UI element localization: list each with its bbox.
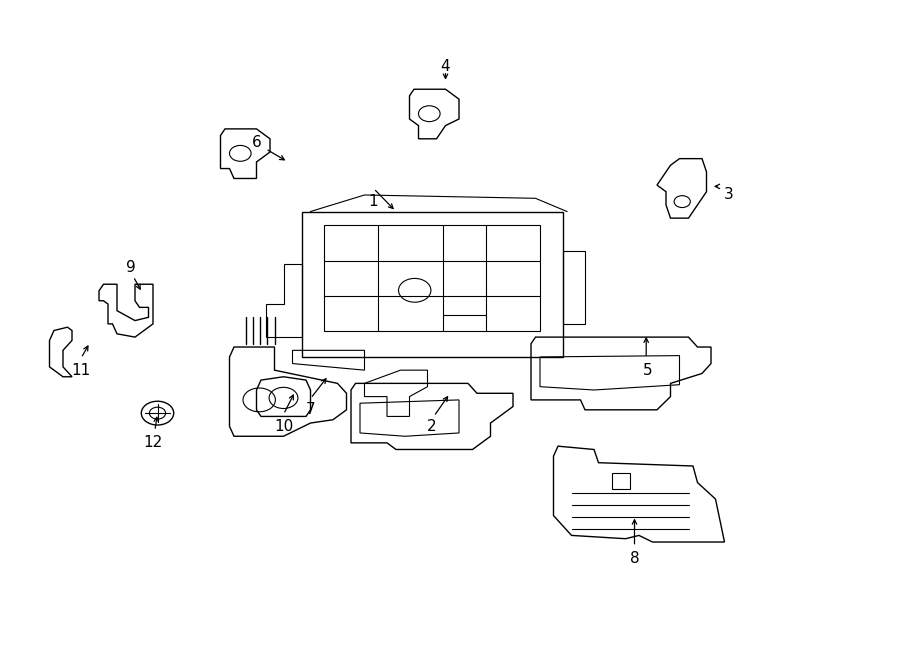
Text: 12: 12	[143, 436, 163, 450]
Text: 2: 2	[428, 419, 436, 434]
Text: 3: 3	[724, 188, 733, 202]
Text: 10: 10	[274, 419, 293, 434]
Text: 6: 6	[252, 135, 261, 149]
Text: 1: 1	[369, 194, 378, 209]
Text: 5: 5	[644, 363, 652, 377]
Text: 8: 8	[630, 551, 639, 566]
Text: 9: 9	[126, 260, 135, 275]
Text: 7: 7	[306, 403, 315, 417]
Text: 11: 11	[71, 363, 91, 377]
Text: 4: 4	[441, 59, 450, 73]
